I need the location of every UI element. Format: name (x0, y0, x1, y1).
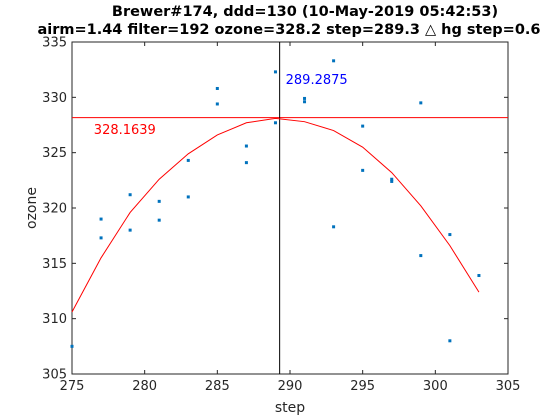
data-point (448, 233, 452, 237)
chart-title: Brewer#174, ddd=130 (10-May-2019 05:42:5… (112, 4, 498, 20)
y-tick-label: 310 (42, 312, 67, 327)
annotation-label: 289.2875 (286, 73, 348, 88)
data-point (419, 101, 423, 105)
x-tick-label: 280 (132, 379, 157, 394)
data-point (332, 59, 336, 63)
annotation-label: 328.1639 (94, 123, 156, 138)
x-tick-label: 295 (350, 379, 375, 394)
data-point (128, 193, 132, 197)
chart-subtitle: airm=1.44 filter=192 ozone=328.2 step=28… (37, 22, 540, 38)
y-tick-label: 320 (42, 202, 67, 217)
data-point (157, 199, 161, 203)
plot-area (71, 41, 509, 375)
data-point (448, 339, 452, 343)
data-point (99, 217, 103, 221)
y-tick-label: 325 (42, 146, 67, 161)
x-tick-label: 275 (60, 379, 85, 394)
fit-curve (71, 117, 480, 313)
data-point (361, 124, 365, 128)
data-point (186, 158, 190, 162)
y-tick-label: 335 (42, 36, 67, 51)
data-point (99, 236, 103, 240)
data-point (361, 168, 365, 172)
reference-lines (72, 42, 508, 374)
data-point (303, 96, 307, 100)
data-point (128, 228, 132, 232)
data-point (390, 179, 394, 183)
data-points (70, 59, 481, 348)
data-point (273, 70, 277, 74)
y-axis-label: ozone (24, 187, 40, 229)
axis-ticks: 275 280 285 290 295 300 305 305 310 315 320 325 330 3… (42, 36, 520, 395)
x-tick-label: 300 (423, 379, 448, 394)
y-tick-label: 330 (42, 91, 67, 106)
x-tick-label: 290 (278, 379, 303, 394)
y-tick-label: 305 (42, 368, 67, 383)
x-tick-label: 285 (205, 379, 230, 394)
data-point (477, 274, 481, 278)
data-point (244, 161, 248, 165)
data-point (215, 86, 219, 90)
data-point (70, 344, 74, 348)
data-point (244, 144, 248, 148)
data-point (332, 225, 336, 229)
data-point (419, 254, 423, 258)
data-point (390, 177, 394, 181)
data-point (215, 102, 219, 106)
y-tick-label: 315 (42, 257, 67, 272)
x-tick-label: 305 (496, 379, 521, 394)
data-point (273, 121, 277, 125)
data-point (157, 218, 161, 222)
data-point (186, 195, 190, 199)
annotations: 289.2875 328.1639 (94, 73, 348, 138)
data-point (303, 100, 307, 104)
fit-curve-group (71, 117, 480, 313)
x-axis-label: step (275, 400, 305, 416)
